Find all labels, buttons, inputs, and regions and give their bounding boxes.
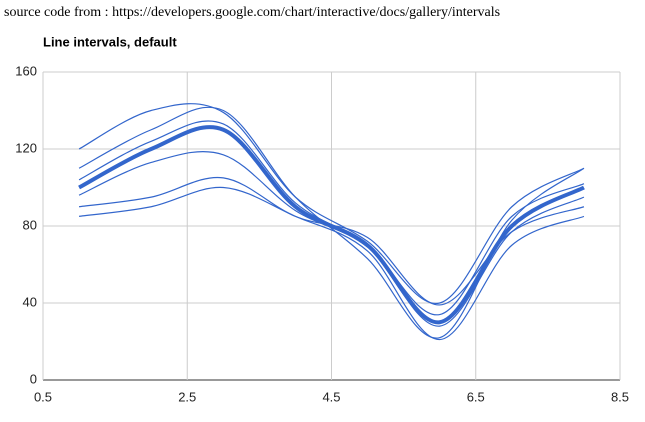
x-tick-label: 8.5 (611, 389, 629, 404)
interval-line (78, 103, 585, 304)
y-tick-label: 0 (30, 371, 37, 386)
x-tick-label: 6.5 (467, 389, 485, 404)
series-line (78, 125, 585, 325)
y-tick-label: 80 (23, 217, 37, 232)
x-tick-label: 0.5 (34, 389, 52, 404)
y-tick-label: 160 (15, 63, 37, 78)
y-tick-label: 40 (23, 294, 37, 309)
chart-title: Line intervals, default (43, 34, 177, 49)
interval-line (78, 186, 585, 341)
x-tick-label: 2.5 (178, 389, 196, 404)
y-tick-label: 120 (15, 140, 37, 155)
x-tick-label: 4.5 (322, 389, 340, 404)
source-note: source code from : https://developers.go… (4, 5, 500, 20)
